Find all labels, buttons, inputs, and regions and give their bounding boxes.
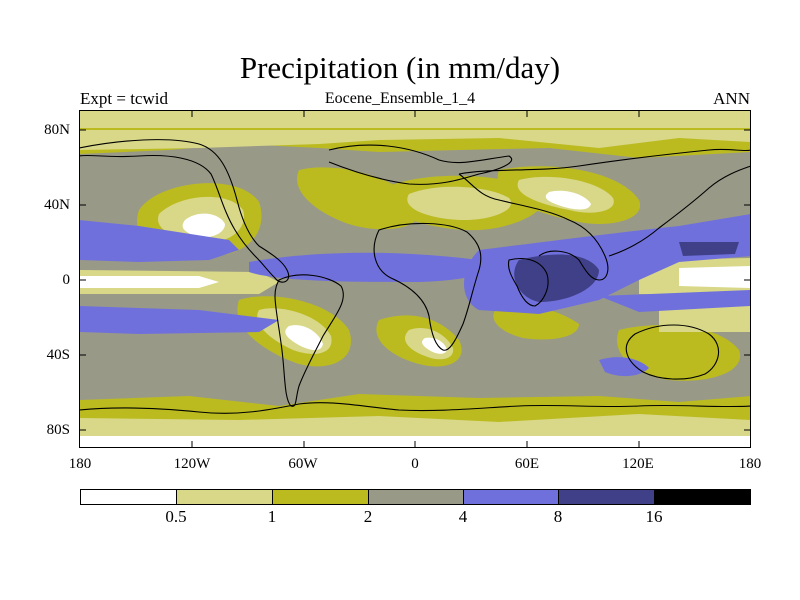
colorbar-label-8: 8	[553, 507, 563, 526]
coast-antarctica	[80, 402, 750, 414]
map-title: Precipitation (in mm/day)	[239, 50, 561, 85]
colorbar-swatch-2	[272, 489, 369, 505]
colorbar-swatch-0	[80, 489, 177, 505]
coast-africa	[373, 222, 482, 351]
colorbar-label-0-5: 0.5	[165, 507, 187, 526]
dry-asia-white	[545, 190, 591, 210]
lat-tick-80s: 80S	[46, 422, 70, 438]
dry-eq-pacific-white	[80, 276, 219, 288]
colorbar-label-16: 16	[645, 507, 663, 526]
wet-indo-pacific-dark	[514, 254, 599, 302]
coast-eurasia	[458, 148, 750, 281]
precipitation-map	[79, 110, 751, 448]
band-north-light	[80, 130, 750, 150]
lat-tick-80n: 80N	[44, 122, 70, 138]
wet-spcz-east	[599, 290, 750, 312]
lon-tick-180w: 180	[68, 456, 92, 472]
lat-tick-40n: 40N	[44, 197, 70, 213]
lon-tick-0: 0	[411, 456, 419, 472]
lon-tick-120w: 120W	[173, 456, 211, 472]
colorbar-swatch-6	[654, 489, 751, 505]
dry-south-indian	[493, 304, 579, 340]
wet-spcz	[80, 306, 279, 334]
coast-india	[507, 257, 549, 307]
wet-wpac-dark	[679, 242, 739, 256]
coast-south-america	[274, 274, 344, 407]
coastlines	[80, 139, 750, 414]
colorbar-label-2: 2	[363, 507, 373, 526]
ensemble-label: Eocene_Ensemble_1_4	[324, 90, 476, 107]
experiment-label: Expt = tcwid	[80, 89, 168, 108]
dry-australia	[617, 324, 741, 381]
precipitation-colorbar	[80, 489, 751, 505]
dry-spac-east-white	[679, 266, 750, 288]
colorbar-swatch-5	[558, 489, 655, 505]
wet-sindian	[599, 357, 649, 377]
band-north-cap	[80, 111, 750, 128]
dry-npacific-white	[182, 213, 225, 238]
lon-tick-120e: 120E	[622, 456, 654, 472]
coast-north-america	[80, 139, 290, 283]
lon-tick-180e: 180	[738, 456, 762, 472]
coast-greenland-europe	[328, 144, 512, 185]
season-label: ANN	[713, 89, 750, 108]
dry-satlantic-white	[422, 337, 447, 354]
wet-npac	[80, 220, 239, 262]
dry-spacific-white	[285, 325, 323, 351]
lon-tick-60e: 60E	[514, 456, 540, 472]
lat-tick-40s: 40S	[46, 347, 70, 363]
lon-tick-60w: 60W	[288, 456, 318, 472]
colorbar-label-4: 4	[458, 507, 468, 526]
colorbar-label-1: 1	[267, 507, 277, 526]
dry-natlantic	[297, 167, 420, 230]
lat-tick-0: 0	[62, 272, 71, 288]
axis-ticks	[79, 110, 751, 448]
colorbar-swatch-3	[368, 489, 464, 505]
colorbar-swatch-1	[176, 489, 273, 505]
colorbar-swatch-4	[463, 489, 559, 505]
coast-australia	[625, 324, 720, 380]
